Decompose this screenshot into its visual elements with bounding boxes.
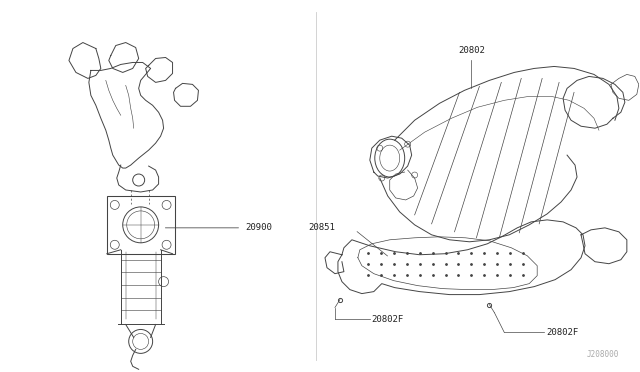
Text: 20802: 20802 bbox=[458, 46, 485, 55]
Text: 20900: 20900 bbox=[245, 223, 272, 232]
Text: 20802F: 20802F bbox=[546, 328, 579, 337]
Text: 20851: 20851 bbox=[308, 223, 335, 232]
Text: J208000: J208000 bbox=[586, 350, 619, 359]
Text: 20802F: 20802F bbox=[372, 315, 404, 324]
